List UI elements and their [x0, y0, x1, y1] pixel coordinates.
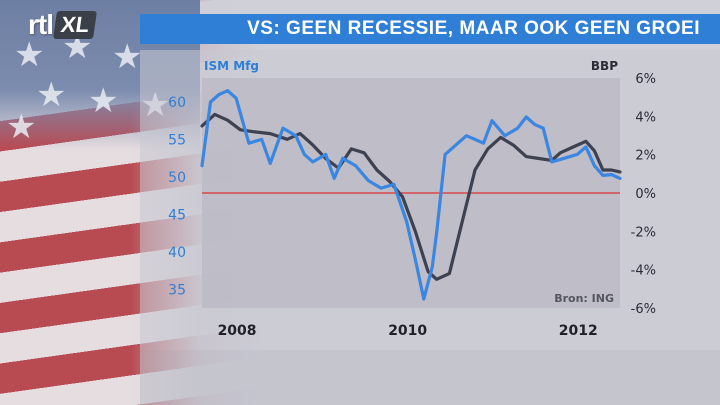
star-icon: ★: [88, 81, 119, 121]
right-axis-label: BBP: [591, 59, 618, 73]
right-axis-tick-label: 2%: [635, 149, 656, 164]
title-bar: VS: GEEN RECESSIE, MAAR OOK GEEN GROEI: [140, 14, 720, 44]
right-axis-tick-label: -2%: [631, 225, 656, 240]
chart-panel: ISM Mfg 60 55 50 45 40 35 BBP 6% 4% 2% 0% -2% -4% -6% 2…: [140, 50, 720, 350]
left-axis-tick-label: 45: [168, 207, 186, 223]
star-icon: ★: [36, 75, 67, 115]
bbp-line: [200, 112, 622, 281]
left-axis-tick-label: 40: [168, 245, 186, 261]
logo-rtl-text: rtl: [28, 9, 54, 40]
left-axis-tick-label: 50: [168, 170, 186, 186]
left-axis-tick-label: 60: [168, 95, 186, 111]
right-axis-tick-label: 4%: [635, 110, 656, 125]
bottom-band: [140, 350, 720, 405]
left-axis-label: ISM Mfg: [204, 59, 259, 73]
right-axis-tick-label: 0%: [635, 187, 656, 202]
star-icon: ★: [6, 107, 37, 147]
right-axis-tick-label: 6%: [635, 72, 656, 87]
x-axis-tick-label: 2008: [218, 323, 257, 339]
rtlxl-logo: rtl XL: [28, 8, 98, 42]
logo-xl-badge: XL: [53, 11, 98, 39]
x-axis-tick-label: 2012: [559, 323, 598, 339]
left-axis-tick-label: 55: [168, 132, 186, 148]
ism-mfg-line: [200, 89, 622, 301]
right-axis-tick-label: -6%: [631, 302, 656, 317]
x-axis-tick-label: 2010: [388, 323, 427, 339]
star-icon: ★: [14, 35, 45, 75]
source-note: Bron: ING: [554, 292, 614, 305]
star-icon: ★: [112, 37, 143, 77]
page-title: VS: GEEN RECESSIE, MAAR OOK GEEN GROEI: [247, 18, 700, 39]
chart: ISM Mfg 60 55 50 45 40 35 BBP 6% 4% 2% 0% -2% -4% -6% 2…: [168, 59, 656, 339]
left-axis-tick-label: 35: [168, 282, 186, 298]
right-axis-tick-label: -4%: [631, 264, 656, 279]
